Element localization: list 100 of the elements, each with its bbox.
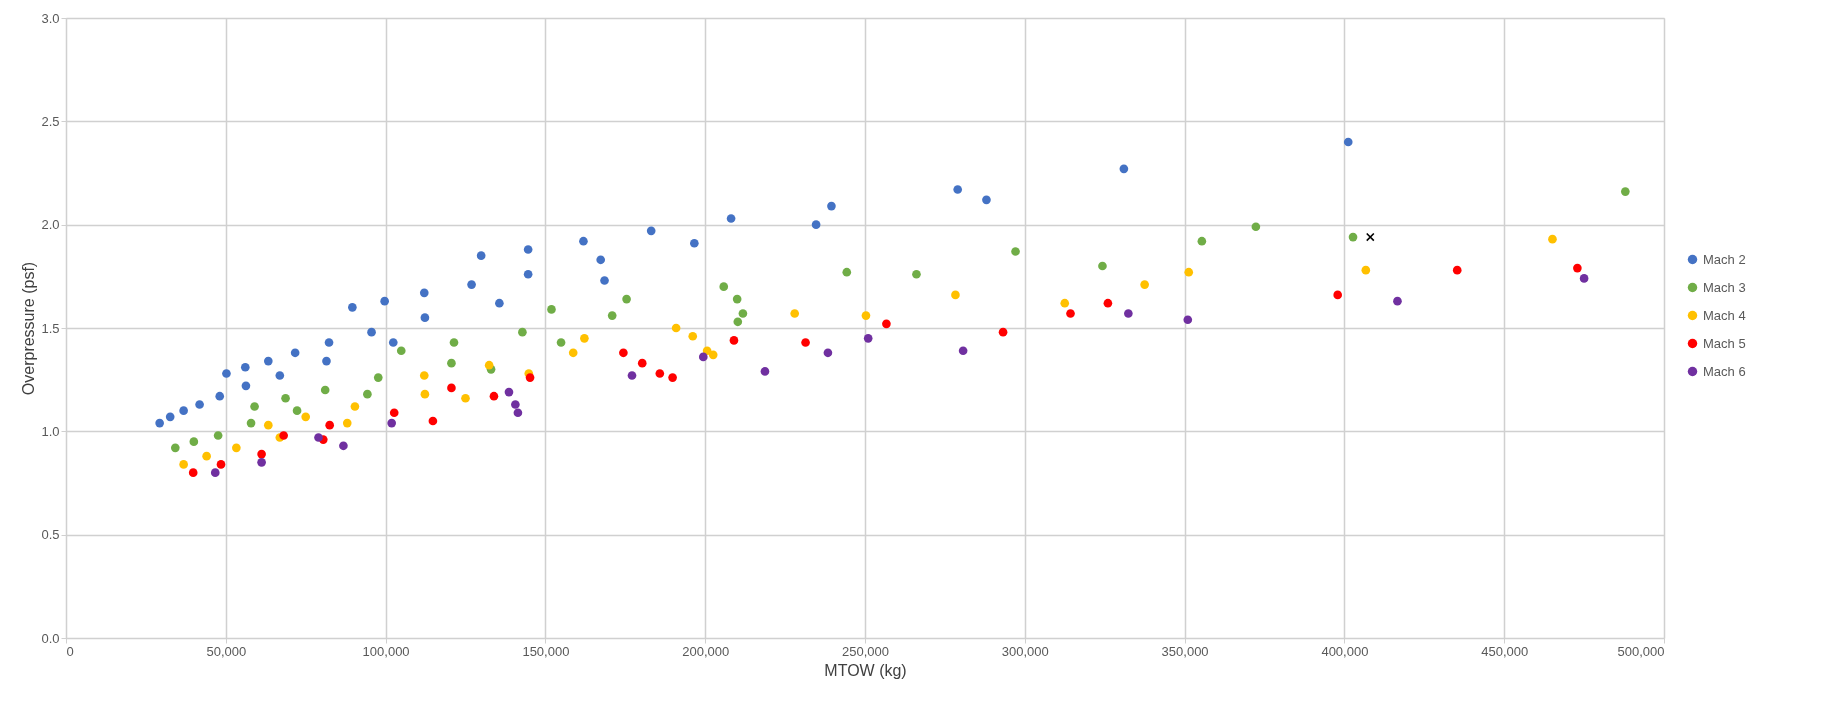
point [690,238,699,248]
point [1197,236,1207,246]
point [165,412,175,422]
point [823,348,833,358]
point [350,402,360,411]
point [263,420,273,430]
point [155,418,164,428]
point [363,389,372,399]
point [998,327,1008,337]
point [420,313,430,322]
point [1365,232,1375,242]
point [292,406,302,415]
x-tick-label: 350,000 [1161,643,1209,659]
legend-label: Mach 3 [1703,279,1746,295]
point [671,323,681,333]
point [367,327,376,337]
point [655,369,665,378]
point [342,418,352,428]
x-tick-label: 0 [66,643,74,659]
point [322,356,331,366]
point [320,385,330,395]
x-tick-label: 400,000 [1321,643,1369,659]
x-tick-label: 100,000 [362,643,410,659]
point [556,338,566,347]
point [523,269,533,279]
point [525,373,535,382]
point [290,348,300,358]
x-tick-label: 200,000 [682,643,730,659]
point [1393,296,1402,306]
point [467,280,476,289]
point [600,276,609,285]
point [279,431,288,440]
point [726,214,736,223]
point [301,412,311,422]
point [951,290,960,300]
point [646,226,656,236]
y-tick-label: 2.5 [41,113,60,129]
point [863,334,873,343]
point [719,282,729,291]
point [861,311,871,320]
point [1251,222,1261,232]
point [1361,265,1371,275]
point [250,402,259,411]
y-tick-label: 1.5 [41,320,60,336]
point [733,317,743,327]
point [1140,280,1149,289]
point [396,346,406,356]
y-tick-label: 3.0 [41,10,60,26]
point [263,356,273,366]
point [241,381,251,391]
point [729,336,739,345]
point [232,443,241,453]
legend-label: Mach 2 [1703,251,1746,267]
point [170,443,180,453]
point [387,418,396,428]
point [461,393,470,403]
point [380,296,389,306]
point [222,369,231,378]
point [420,389,430,399]
legend-label: Mach 6 [1703,363,1746,379]
point [476,251,486,260]
point [579,236,588,246]
point [688,331,698,341]
point [882,319,891,329]
point [1098,261,1107,271]
point [484,360,494,370]
y-tick-label: 1.0 [41,423,60,439]
point [912,269,921,279]
point [210,468,220,477]
point [240,362,250,372]
x-tick-label: 300,000 [1001,643,1049,659]
y-tick-label: 2.0 [41,217,60,233]
point [449,338,459,347]
point [842,267,852,277]
point [216,460,226,469]
point [188,468,198,477]
point [518,327,527,337]
legend-label: Mach 4 [1703,307,1746,323]
point [257,449,266,459]
x-tick-label: 250,000 [842,643,889,659]
point [419,288,429,298]
point [324,338,334,347]
point [1124,309,1133,318]
point [1579,274,1589,283]
point [790,309,800,318]
point [958,346,968,356]
point [1348,232,1358,242]
point [1183,315,1193,325]
point [1621,187,1630,196]
x-tick-label: 500,000 [1617,643,1665,659]
x-axis-title: MTOW (kg) [824,661,907,679]
point [568,348,578,358]
point [698,352,708,362]
x-tick-label: 450,000 [1481,643,1529,659]
point [189,437,199,446]
point [1119,164,1129,174]
point [953,185,963,194]
point [1184,267,1194,277]
point [738,309,748,318]
point [1060,298,1070,308]
